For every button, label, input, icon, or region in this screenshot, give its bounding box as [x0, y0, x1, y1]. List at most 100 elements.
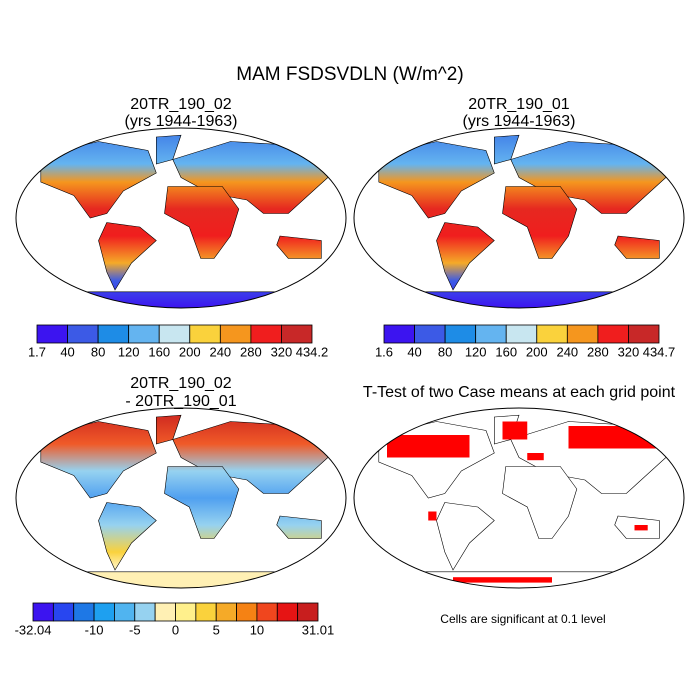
- map: [354, 134, 684, 308]
- landmass: [40, 141, 157, 219]
- colorbar-box: [158, 324, 191, 344]
- map: [16, 414, 346, 588]
- landmass: [276, 235, 322, 259]
- colorbar-label: 240: [556, 344, 578, 359]
- landmass: [614, 235, 660, 259]
- landmass: [16, 571, 346, 588]
- colorbar-box: [36, 324, 68, 344]
- colorbar-box: [414, 324, 446, 344]
- landmass: [354, 291, 684, 308]
- panel-title: T-Test of two Case means at each grid po…: [363, 384, 676, 401]
- significance-note: Cells are significant at 0.1 level: [440, 612, 605, 626]
- landmass: [98, 222, 157, 291]
- colorbar-box: [52, 602, 75, 622]
- map: [16, 134, 346, 308]
- colorbar-label: 80: [91, 344, 105, 359]
- landmass: [502, 466, 578, 539]
- colorbar-label: 240: [209, 344, 231, 359]
- significant-cells: [527, 453, 544, 461]
- colorbar-box: [475, 324, 507, 344]
- panel-subtitle: (yrs 1944-1963): [463, 113, 576, 130]
- map-border: [353, 127, 685, 309]
- map: [354, 414, 684, 588]
- colorbar-label: 5: [213, 622, 220, 637]
- panel-title: 20TR_190_02: [130, 375, 232, 392]
- colorbar-label: 10: [250, 622, 264, 637]
- colorbar-box: [250, 324, 282, 344]
- landmass: [16, 291, 346, 308]
- colorbar-label: 40: [60, 344, 74, 359]
- colorbar-label: 320: [271, 344, 293, 359]
- colorbar-label: 280: [587, 344, 609, 359]
- significant-cells: [428, 511, 437, 521]
- colorbar-label: 320: [618, 344, 640, 359]
- colorbar-box: [175, 602, 197, 622]
- colorbar-label: 160: [495, 344, 517, 359]
- map-border: [353, 407, 685, 589]
- colorbar-box: [505, 324, 538, 344]
- significant-cells: [634, 525, 648, 531]
- colorbar-box: [215, 602, 237, 622]
- colorbar-label: 200: [526, 344, 548, 359]
- colorbar-box: [32, 602, 54, 622]
- colorbar-box: [219, 324, 252, 344]
- colorbar-label: 120: [465, 344, 487, 359]
- colorbar-label: 200: [179, 344, 201, 359]
- colorbar-box: [154, 602, 176, 622]
- colorbar-label: -32.04: [15, 622, 52, 637]
- colorbar-box: [134, 602, 156, 622]
- colorbar-label: 280: [240, 344, 262, 359]
- colorbar-box: [93, 602, 115, 622]
- colorbar-box: [67, 324, 99, 344]
- colorbar-box: [97, 324, 130, 344]
- panel-subtitle: (yrs 1944-1963): [125, 113, 238, 130]
- panel-subtitle: - 20TR_190_01: [125, 393, 236, 410]
- panel-title: 20TR_190_02: [130, 96, 232, 113]
- colorbar-label: 434.7: [643, 344, 676, 359]
- colorbar-label: 160: [148, 344, 170, 359]
- colorbar-box: [236, 602, 258, 622]
- colorbar-box: [536, 324, 568, 344]
- colorbar-box: [128, 324, 160, 344]
- colorbar-box: [444, 324, 477, 344]
- figure-title: MAM FSDSVDLN (W/m^2): [236, 64, 463, 85]
- landmass: [164, 186, 240, 259]
- colorbar-box: [281, 324, 313, 344]
- panel-title: 20TR_190_01: [468, 96, 570, 113]
- significant-cells: [568, 426, 660, 449]
- colorbar-box: [276, 602, 299, 622]
- landmass: [98, 502, 157, 571]
- colorbar-label: 1.6: [375, 344, 393, 359]
- colorbar-label: 31.01: [302, 622, 335, 637]
- colorbar-label: 40: [407, 344, 421, 359]
- significant-cells: [387, 435, 470, 458]
- significant-cells: [453, 577, 552, 583]
- significant-cells: [502, 421, 528, 440]
- map-border: [15, 407, 347, 589]
- colorbar-box: [597, 324, 629, 344]
- landmass: [378, 141, 495, 219]
- colorbar-label: 80: [438, 344, 452, 359]
- colorbar-label: 1.7: [28, 344, 46, 359]
- landmass: [164, 466, 240, 539]
- landmass: [436, 502, 495, 571]
- colorbar-label: 120: [118, 344, 140, 359]
- colorbar-box: [297, 602, 319, 622]
- colorbar-box: [628, 324, 660, 344]
- colorbar-box: [73, 602, 95, 622]
- colorbar-box: [566, 324, 599, 344]
- landmass: [502, 186, 578, 259]
- colorbar-label: 0: [172, 622, 179, 637]
- colorbar-box: [114, 602, 136, 622]
- landmass: [276, 515, 322, 539]
- colorbar-box: [189, 324, 221, 344]
- colorbar-label: 434.2: [296, 344, 329, 359]
- colorbar-box: [383, 324, 415, 344]
- colorbar-box: [195, 602, 217, 622]
- colorbar-label: -10: [85, 622, 104, 637]
- colorbar-box: [256, 602, 278, 622]
- landmass: [378, 421, 495, 499]
- map-border: [15, 127, 347, 309]
